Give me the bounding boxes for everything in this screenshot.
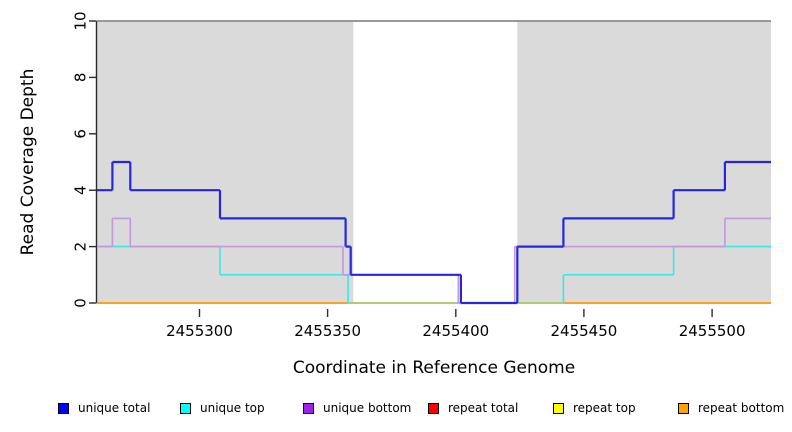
legend-swatch <box>303 402 314 414</box>
legend-item-unique-bottom: unique bottom <box>303 399 411 417</box>
y-tick-label: 6 <box>72 129 90 139</box>
x-axis-title: Coordinate in Reference Genome <box>292 358 576 378</box>
legend-label: unique total <box>78 401 151 415</box>
legend-label: unique top <box>200 401 265 415</box>
y-tick-label: 2 <box>72 242 90 252</box>
legend-swatch <box>58 402 69 414</box>
legend-label: repeat total <box>448 401 519 415</box>
y-tick-label: 10 <box>72 11 90 30</box>
y-tick-label: 0 <box>72 298 90 308</box>
covered-region <box>97 21 354 303</box>
legend-label: unique bottom <box>323 401 412 415</box>
legend-swatch <box>180 402 191 414</box>
y-axis-title: Read Coverage Depth <box>18 68 38 256</box>
legend-item-repeat-total: repeat total <box>428 399 518 417</box>
legend-item-unique-top: unique top <box>180 399 265 417</box>
x-tick-label: 2455450 <box>550 322 617 340</box>
x-tick-label: 2455300 <box>166 322 233 340</box>
legend-swatch <box>678 402 689 414</box>
x-tick-label: 2455500 <box>679 322 746 340</box>
chart-legend: unique total unique top unique bottom repea… <box>0 399 792 419</box>
y-tick-label: 4 <box>72 185 90 195</box>
x-tick-label: 2455400 <box>422 322 489 340</box>
legend-label: repeat bottom <box>698 401 785 415</box>
series-unique-total <box>97 160 771 305</box>
legend-item-repeat-bottom: repeat bottom <box>678 399 784 417</box>
legend-item-unique-total: unique total <box>58 399 150 417</box>
legend-label: repeat top <box>573 401 636 415</box>
plot-canvas: 0 2 4 6 8 10 2455300 2455350 2455400 2455450 24555… <box>72 11 771 340</box>
y-tick-label: 8 <box>72 73 90 83</box>
legend-swatch <box>428 402 439 414</box>
legend-item-repeat-top: repeat top <box>553 399 636 417</box>
x-tick-label: 2455350 <box>294 322 361 340</box>
legend-swatch <box>553 402 564 414</box>
